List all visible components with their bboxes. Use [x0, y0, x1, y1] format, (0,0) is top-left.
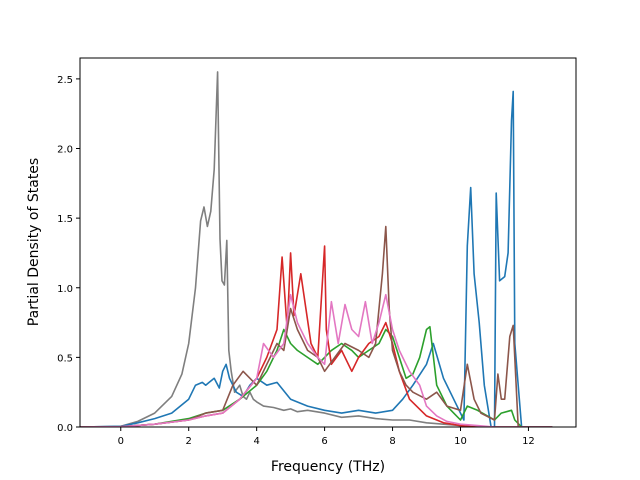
y-tick-label: 2.0 [57, 145, 73, 156]
y-tick-label: 1.5 [57, 214, 73, 225]
y-tick-label: 0.5 [57, 353, 73, 364]
x-tick-label: 0 [118, 436, 124, 447]
series-line-2 [80, 90, 553, 427]
x-axis-ticks: 0 2 4 6 8 10 12 [118, 427, 535, 447]
x-tick-label: 2 [186, 436, 192, 447]
y-tick-label: 0.0 [57, 423, 73, 434]
x-tick-label: 12 [522, 436, 535, 447]
x-tick-label: 10 [454, 436, 467, 447]
y-tick-label: 2.5 [57, 75, 73, 86]
x-tick-label: 6 [321, 436, 327, 447]
plot-frame [79, 57, 577, 428]
y-tick-label: 1.0 [57, 284, 73, 295]
y-axis-label: Partial Density of States [26, 158, 42, 326]
x-axis-label: Frequency (THz) [271, 459, 385, 475]
series-layer [80, 71, 553, 427]
x-tick-label: 8 [389, 436, 395, 447]
series-line-5 [80, 225, 553, 427]
y-axis-ticks: 0.0 0.5 1.0 1.5 2.0 2.5 [57, 75, 80, 434]
x-tick-label: 4 [253, 436, 259, 447]
series-line-6 [80, 293, 553, 427]
series-line-1 [80, 71, 553, 427]
